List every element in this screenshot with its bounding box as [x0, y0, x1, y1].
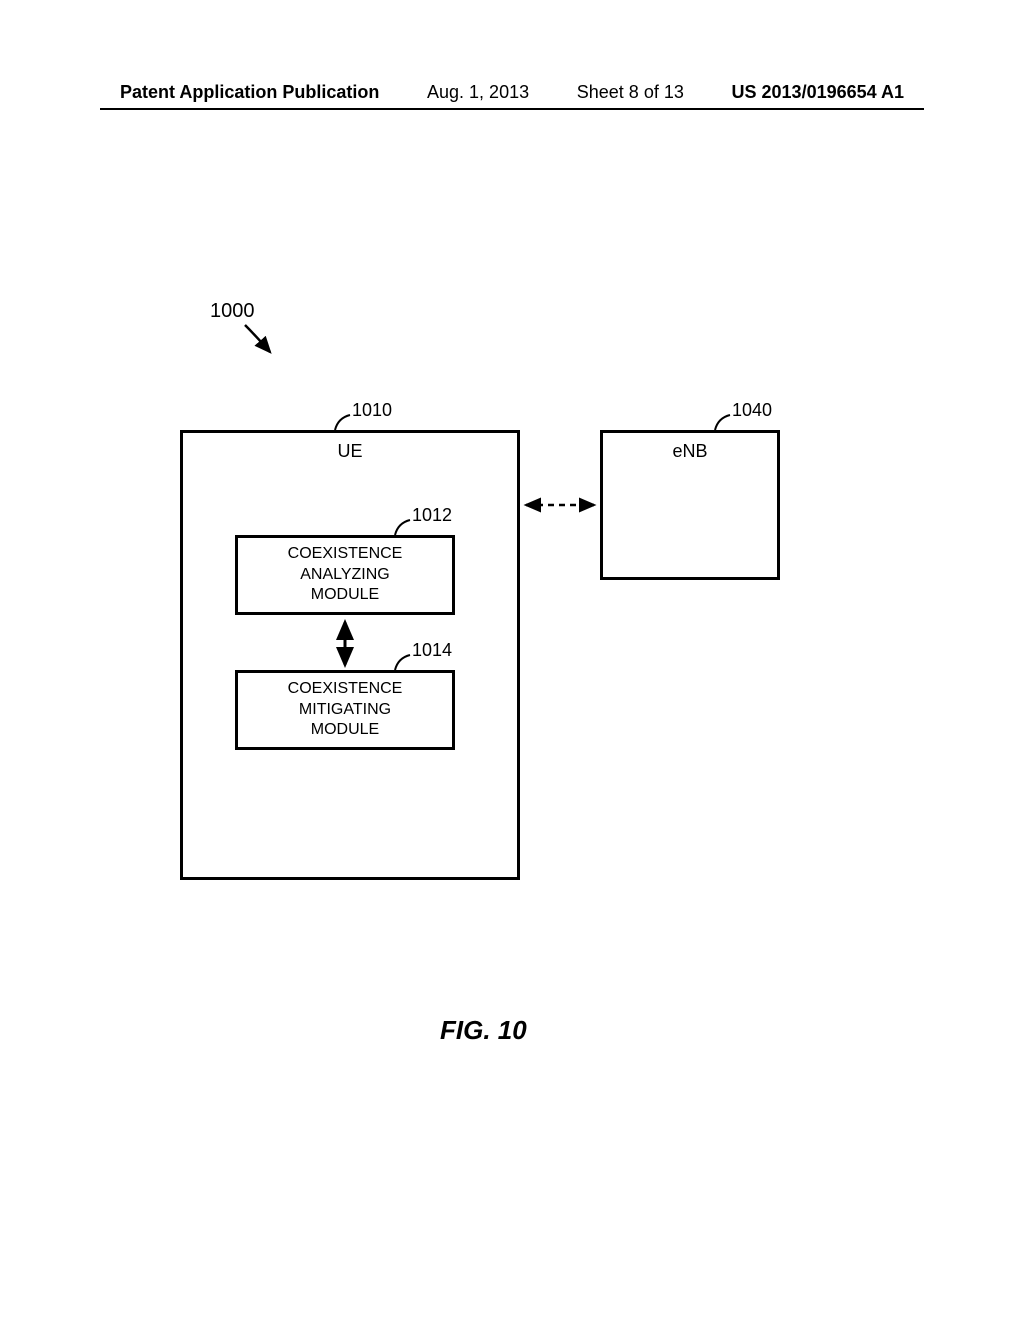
mitigating-module-box: COEXISTENCE MITIGATING MODULE: [235, 670, 455, 750]
page-header: Patent Application Publication Aug. 1, 2…: [0, 82, 1024, 103]
diagram-area: 1000 UE 1010 COEXISTENCE ANALYZING MODUL…: [120, 300, 904, 1000]
figure-caption: FIG. 10: [440, 1015, 527, 1046]
module-link-arrow-icon: [335, 617, 355, 672]
ue-enb-link-arrow-icon: [520, 495, 600, 515]
header-rule: [100, 108, 924, 110]
analyzing-line-3: MODULE: [311, 585, 379, 606]
header-sheet: Sheet 8 of 13: [577, 82, 684, 103]
enb-box: eNB: [600, 430, 780, 580]
mitigating-line-3: MODULE: [311, 720, 379, 741]
ue-title: UE: [183, 441, 517, 462]
analyzing-module-box: COEXISTENCE ANALYZING MODULE: [235, 535, 455, 615]
analyzing-line-2: ANALYZING: [300, 565, 390, 586]
mitigating-ref-label: 1014: [412, 640, 452, 661]
header-publication: Patent Application Publication: [120, 82, 379, 103]
header-date: Aug. 1, 2013: [427, 82, 529, 103]
header-pubnum: US 2013/0196654 A1: [732, 82, 904, 103]
ue-ref-label: 1010: [352, 400, 392, 421]
mitigating-line-2: MITIGATING: [299, 700, 391, 721]
enb-title: eNB: [603, 441, 777, 462]
analyzing-ref-label: 1012: [412, 505, 452, 526]
system-ref-arrow-icon: [240, 320, 290, 370]
analyzing-line-1: COEXISTENCE: [288, 544, 403, 565]
mitigating-line-1: COEXISTENCE: [288, 679, 403, 700]
enb-ref-label: 1040: [732, 400, 772, 421]
